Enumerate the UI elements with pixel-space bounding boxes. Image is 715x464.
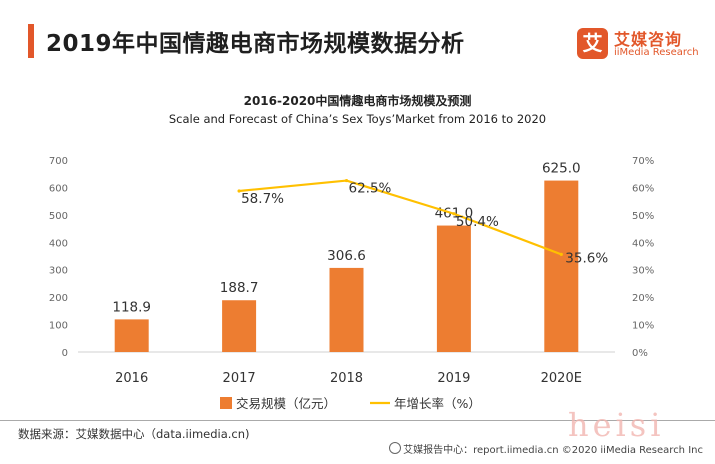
bar-value-label: 306.6 [327,248,366,264]
y-right-tick-label: 60% [632,183,654,194]
legend-bar-swatch [220,397,232,409]
logo-icon: 艾 [577,28,608,59]
y-right-tick-label: 0% [632,348,648,359]
y-left-tick-label: 600 [49,183,68,194]
growth-value-label: 35.6% [565,250,608,266]
logo-text-en: iiMedia Research [614,47,699,58]
footer-divider [0,420,715,421]
chart-title: 2016-2020中国情趣电商市场规模及预测 [243,94,472,108]
growth-point-2019 [452,212,456,216]
y-left-tick-label: 500 [49,211,68,222]
growth-point-2017 [237,189,241,193]
bar-2020E [544,180,579,352]
y-right-tick-label: 20% [632,293,654,304]
report-icon [389,442,402,454]
bar-value-label: 118.9 [112,299,151,315]
bar-2019 [436,225,471,352]
combo-chart: 0 100 200 300 400 500 600 700 0% 10% 20% 30% 40% 50% 6… [49,156,654,411]
header: 2019年中国情趣电商市场规模数据分析 艾 艾媒咨询 iiMedia Resea… [0,0,715,60]
y-right-tick-label: 10% [632,321,654,332]
x-tick-label: 2017 [223,371,256,386]
legend-bar-label: 交易规模（亿元） [236,396,336,411]
y-left-tick-label: 700 [49,156,68,167]
y-left-tick-label: 400 [49,238,68,249]
logo-text-cn: 艾媒咨询 [614,30,683,49]
page-title: 2019年中国情趣电商市场规模数据分析 [46,31,465,57]
chart-subtitle: Scale and Forecast of China’s Sex Toys’M… [168,112,547,126]
y-right-tick-label: 40% [632,238,654,249]
copyright: 艾媒报告中心：report.iimedia.cn ©2020 iiMedia R… [389,441,703,456]
y-right-tick-label: 30% [632,266,654,277]
x-tick-label: 2018 [330,371,363,386]
title-accent-bar [28,24,34,58]
bar-2016 [114,319,149,352]
y-right-tick-label: 50% [632,211,654,222]
growth-value-label: 50.4% [456,214,499,230]
brand-logo: 艾 艾媒咨询 iiMedia Research [577,26,707,66]
legend-line-label: 年增长率（%） [394,396,481,411]
growth-value-label: 62.5% [349,181,392,197]
growth-point-2020E [559,252,563,256]
y-right-tick-label: 70% [632,156,654,167]
y-left-tick-label: 300 [49,266,68,277]
data-source: 数据来源：艾媒数据中心（data.iimedia.cn) [18,427,250,441]
y-left-tick-label: 200 [49,293,68,304]
growth-value-label: 58.7% [241,191,284,207]
bar-2018 [329,267,364,352]
bar-2017 [222,300,257,352]
x-tick-label: 2020E [541,371,582,386]
growth-rate-line [238,179,562,256]
bar-value-label: 188.7 [220,280,259,296]
x-tick-label: 2016 [115,371,148,386]
watermark: heisi [568,406,665,444]
x-tick-label: 2019 [437,371,470,386]
y-left-tick-label: 0 [62,348,68,359]
bar-value-label: 625.0 [542,161,581,177]
y-left-tick-label: 100 [49,321,68,332]
copyright-text: 艾媒报告中心：report.iimedia.cn ©2020 iiMedia R… [403,445,703,456]
growth-point-2018 [344,178,349,183]
